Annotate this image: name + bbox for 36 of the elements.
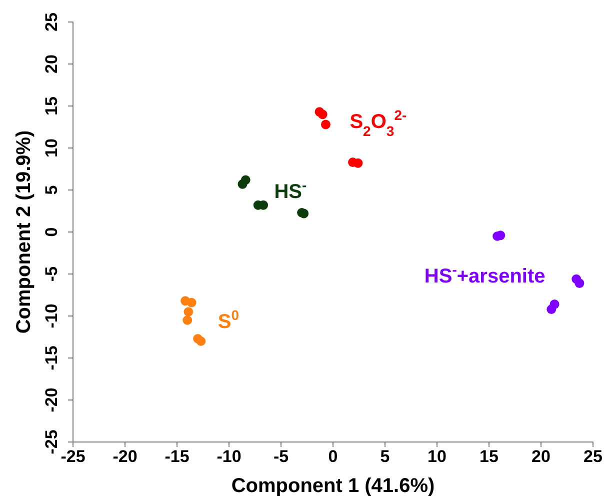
point: [546, 304, 556, 314]
point: [182, 315, 192, 325]
y-tick-label: -5: [42, 266, 61, 282]
point: [353, 158, 363, 168]
y-tick-label: -10: [42, 304, 61, 328]
point: [321, 120, 330, 130]
x-tick-label: -5: [273, 447, 289, 466]
x-tick-label: -10: [216, 447, 242, 466]
y-tick-label: 15: [42, 96, 61, 116]
point: [318, 110, 328, 120]
y-tick-label: -15: [42, 346, 61, 370]
x-tick-label: 20: [532, 447, 550, 466]
x-tick-label: 5: [380, 447, 390, 466]
point: [184, 307, 194, 317]
point: [186, 298, 196, 308]
x-tick-label: 0: [328, 447, 338, 466]
y-tick-label: 5: [42, 185, 61, 195]
x-tick-label: -20: [112, 447, 138, 466]
x-tick-label: 25: [584, 447, 602, 466]
y-tick-label: 10: [42, 138, 61, 158]
y-tick-label: 20: [42, 54, 61, 74]
series-label: S$^{0}$: [218, 307, 240, 334]
x-axis-title: Component 1 (41.6%): [231, 475, 435, 496]
y-axis-title: Component 2 (19.9%): [13, 130, 35, 334]
y-tick-label: 0: [42, 227, 61, 237]
point: [574, 278, 584, 288]
x-tick-label: -15: [164, 447, 190, 466]
point: [196, 336, 206, 346]
point: [240, 175, 250, 185]
x-tick-label: -25: [60, 447, 86, 466]
series-label: HS$^{-}$+arsenite: [424, 262, 546, 288]
y-tick-label: 25: [42, 12, 61, 32]
series-label: HS$^{-}$: [274, 177, 308, 204]
y-tick-label: -20: [42, 388, 61, 412]
x-tick-label: 15: [480, 447, 498, 466]
x-tick-label: 10: [428, 447, 446, 466]
